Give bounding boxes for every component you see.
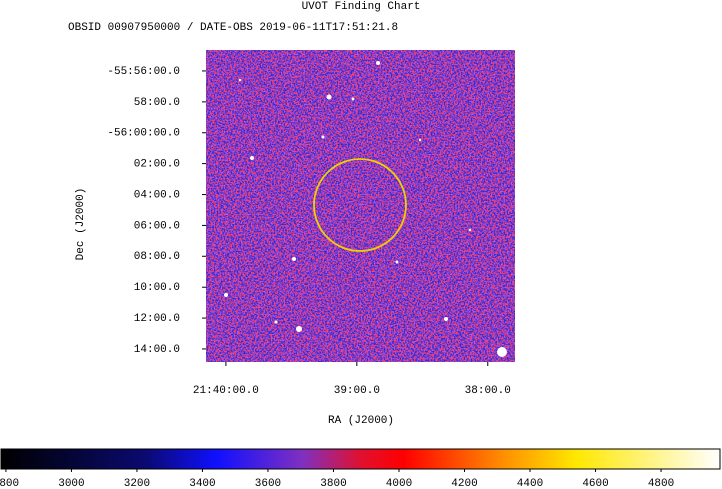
colorbar-tick-label: 3000 xyxy=(58,478,84,489)
x-tick-label: 21:40:00.0 xyxy=(193,385,259,397)
target-circle xyxy=(313,158,407,252)
sky-image xyxy=(206,50,515,362)
image-noise xyxy=(206,50,515,362)
x-tick-label: 39:00.0 xyxy=(334,385,380,397)
colorbar-tick-label: 4200 xyxy=(451,478,477,489)
chart-subtitle: OBSID 00907950000 / DATE-OBS 2019-06-11T… xyxy=(68,22,398,34)
y-axis-label: Dec (J2000) xyxy=(75,188,87,261)
colorbar-tick-label: 4600 xyxy=(582,478,608,489)
colorbar-tick-label: 3400 xyxy=(189,478,215,489)
x-tick-label: 38:00.0 xyxy=(465,385,511,397)
colorbar-tick-label: 3800 xyxy=(320,478,346,489)
colorbar-tick-label: 4000 xyxy=(386,478,412,489)
y-tick-label: 10:00.0 xyxy=(134,282,180,294)
y-tick-label: 12:00.0 xyxy=(134,313,180,325)
colorbar-tick-label: 4800 xyxy=(648,478,674,489)
colorbar-tick-label: 2800 xyxy=(0,478,19,489)
y-tick-label: 58:00.0 xyxy=(134,97,180,109)
y-tick-label: -56:00:00.0 xyxy=(107,128,180,140)
stars xyxy=(224,61,507,357)
chart-title: UVOT Finding Chart xyxy=(302,1,421,13)
y-tick-label: 14:00.0 xyxy=(134,344,180,356)
colorbar-tick-label: 3200 xyxy=(124,478,150,489)
colorbar-tick-label: 3600 xyxy=(255,478,281,489)
x-axis-label: RA (J2000) xyxy=(328,415,394,427)
y-tick-label: 06:00.0 xyxy=(134,220,180,232)
y-tick-label: -55:56:00.0 xyxy=(107,66,180,78)
y-tick-label: 02:00.0 xyxy=(134,159,180,171)
colorbar-tick-label: 4400 xyxy=(517,478,543,489)
colorbar xyxy=(0,448,721,470)
y-tick-label: 04:00.0 xyxy=(134,189,180,201)
y-tick-label: 08:00.0 xyxy=(134,251,180,263)
